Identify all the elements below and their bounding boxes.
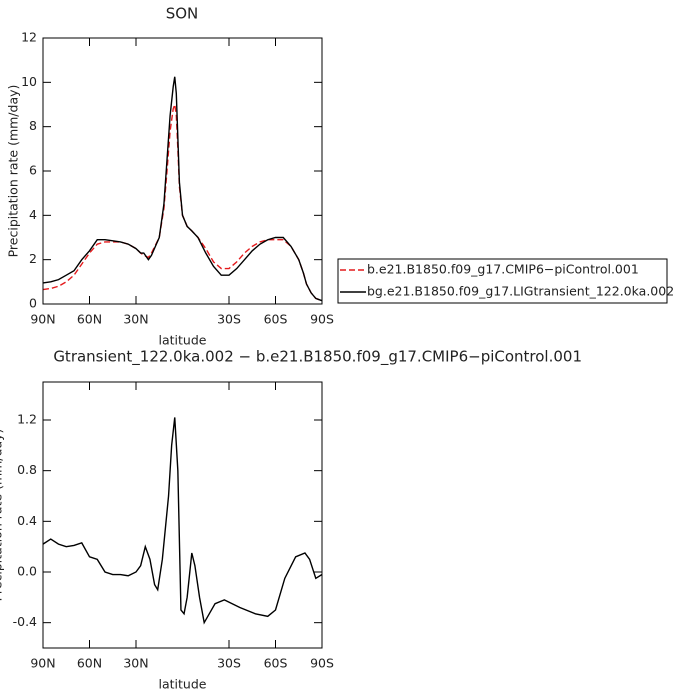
plot-frame [42,381,323,649]
y-tick-label: 6 [29,163,37,178]
y-tick-label: -0.4 [13,614,37,629]
y-axis-label: Precipitation rate (mm/day) [0,429,5,602]
chart-title: SON [166,5,199,23]
y-tick-label: 0.4 [17,513,37,528]
x-axis-label: latitude [159,333,207,348]
x-tick-label: 90N [30,656,55,671]
legend-box [337,258,668,304]
y-axis-label: Precipitation rate (mm/day) [6,85,21,258]
x-tick-label: 60S [264,656,288,671]
x-tick-label: 60S [264,312,288,327]
y-tick-label: 10 [21,74,37,89]
x-tick-label: 30N [123,312,148,327]
x-tick-label: 30N [123,656,148,671]
x-tick-label: 60N [77,656,102,671]
y-tick-label: 2 [29,251,37,266]
x-tick-label: 30S [217,312,241,327]
data-line [42,104,323,302]
y-tick-label: 8 [29,118,37,133]
legend-label: b.e21.B1850.f09_g17.CMIP6−piControl.001 [367,262,639,277]
y-tick-label: 0.0 [17,564,37,579]
y-tick-label: 12 [21,30,37,45]
x-tick-label: 90S [310,312,334,327]
plot-frame [42,37,323,305]
y-tick-label: 1.2 [17,412,37,427]
data-line [42,76,323,302]
x-axis-label: latitude [159,677,207,692]
x-tick-label: 90S [310,656,334,671]
x-tick-label: 60N [77,312,102,327]
chart-title: Gtransient_122.0ka.002 − b.e21.B1850.f09… [53,348,582,367]
data-line [42,417,323,625]
legend-label: bg.e21.B1850.f09_g17.LIGtransient_122.0k… [367,284,674,299]
x-tick-label: 30S [217,656,241,671]
y-tick-label: 0.8 [17,462,37,477]
x-tick-label: 90N [30,312,55,327]
y-tick-label: 0 [29,296,37,311]
y-tick-label: 4 [29,207,37,222]
